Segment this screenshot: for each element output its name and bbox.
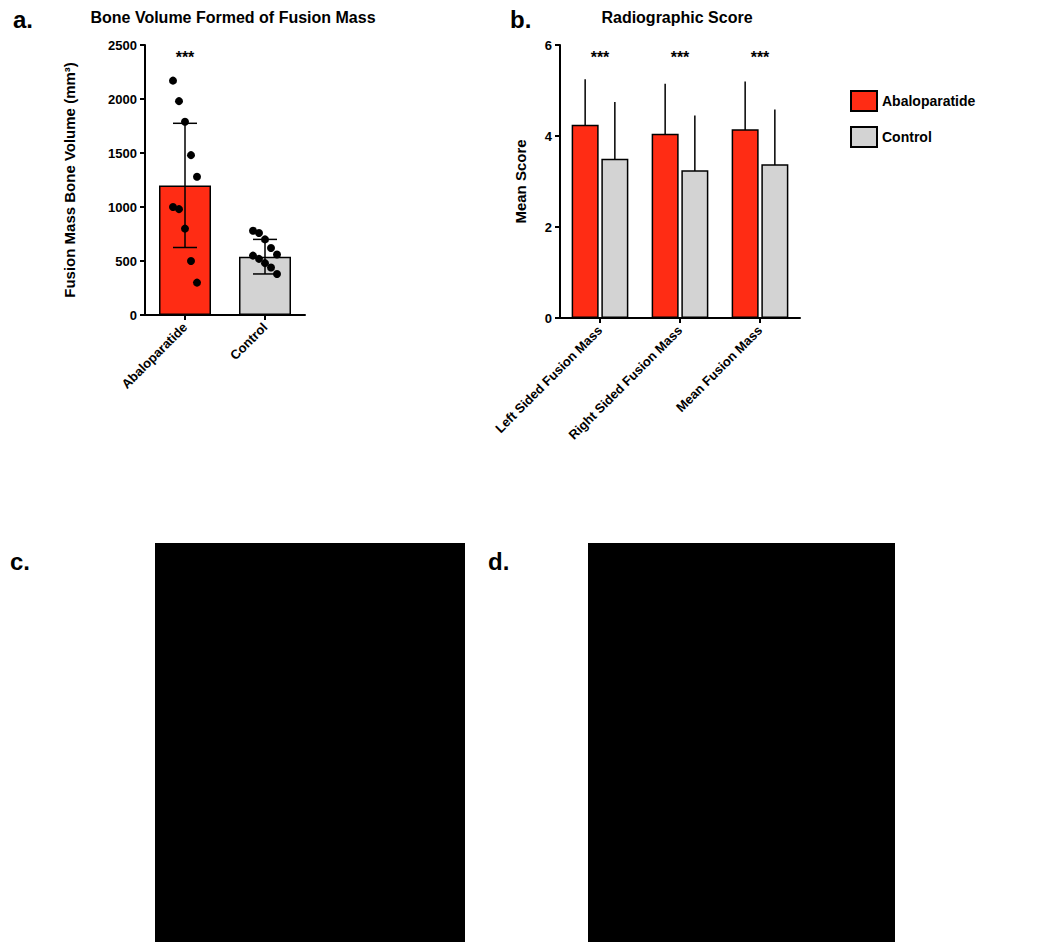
svg-text:0: 0 <box>130 308 137 323</box>
svg-text:2500: 2500 <box>108 38 137 53</box>
svg-text:Control: Control <box>227 320 270 363</box>
svg-text:***: *** <box>176 49 195 66</box>
svg-text:***: *** <box>591 49 610 66</box>
svg-text:1500: 1500 <box>108 146 137 161</box>
svg-text:6: 6 <box>545 38 552 53</box>
svg-text:Abaloparatide: Abaloparatide <box>118 320 190 392</box>
svg-text:***: *** <box>671 49 690 66</box>
svg-text:a.: a. <box>13 6 33 33</box>
svg-text:Fusion Mass Bone Volume (mm³): Fusion Mass Bone Volume (mm³) <box>61 62 78 298</box>
svg-text:Bone Volume Formed of Fusion M: Bone Volume Formed of Fusion Mass <box>90 9 375 26</box>
svg-text:Right Sided Fusion Mass: Right Sided Fusion Mass <box>566 323 686 443</box>
svg-text:Left Sided Fusion Mass: Left Sided Fusion Mass <box>492 322 606 436</box>
svg-text:4: 4 <box>545 129 553 144</box>
svg-text:0: 0 <box>545 311 552 326</box>
svg-text:b.: b. <box>510 6 531 33</box>
svg-text:Control: Control <box>882 129 932 145</box>
svg-text:2: 2 <box>545 220 552 235</box>
svg-text:Radiographic Score: Radiographic Score <box>601 9 752 26</box>
svg-text:2000: 2000 <box>108 92 137 107</box>
svg-text:Abaloparatide: Abaloparatide <box>882 93 976 109</box>
svg-text:500: 500 <box>115 254 137 269</box>
svg-text:Mean Fusion Mass: Mean Fusion Mass <box>673 323 765 415</box>
html-text:c.: c. <box>10 548 30 575</box>
svg-text:1000: 1000 <box>108 200 137 215</box>
svg-text:***: *** <box>751 49 770 66</box>
svg-text:Mean Score: Mean Score <box>512 139 529 223</box>
html-text:d.: d. <box>488 548 510 575</box>
